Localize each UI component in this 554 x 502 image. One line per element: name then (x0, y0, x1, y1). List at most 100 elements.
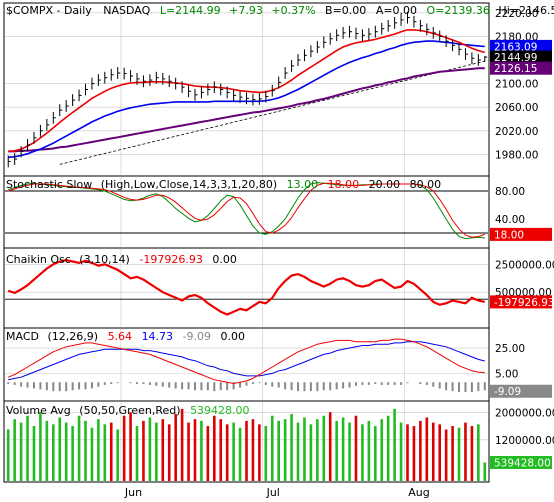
volume-bar (296, 422, 300, 481)
volume-bar (103, 424, 107, 481)
price-badge-bg (490, 50, 552, 64)
price-badge: 2126.15 (490, 61, 552, 75)
volume-bar (122, 415, 126, 481)
volume-bar (238, 427, 242, 481)
volume-bar (258, 424, 261, 481)
volume-bar (161, 419, 165, 481)
volume-bar (335, 420, 338, 481)
volume-bar (116, 429, 119, 481)
macd-axis-tick: 25.00 (495, 343, 525, 355)
stoch-badge-label: 18.00 (494, 229, 524, 241)
volume-bar (425, 417, 429, 481)
volume-bar (386, 415, 390, 481)
volume-bar (245, 420, 248, 481)
volume-bar (457, 427, 461, 481)
chaikin-header: Chaikin Osc (3,10,14) -197926.93 0.00 (6, 253, 237, 266)
header-ask: A=0.00 (376, 4, 417, 17)
volume-bar (232, 422, 235, 481)
volume-bar (187, 422, 190, 481)
header-symbol: $COMPX - Daily (6, 4, 92, 17)
volume-bar (412, 426, 416, 481)
volume-bar (193, 419, 197, 481)
volume-bar (444, 429, 448, 481)
volume-bar (155, 422, 158, 481)
volume-badge: 539428.00 (490, 455, 552, 469)
macd-badge-bg (490, 384, 552, 398)
chaikin-zero: 0.00 (212, 253, 237, 266)
x-tick-label: Jun (124, 486, 142, 499)
volume-bar (174, 414, 177, 481)
volume-bar (361, 424, 364, 481)
volume-bar (290, 414, 293, 481)
macd-value: 5.64 (108, 330, 133, 343)
volume-badge-bg (490, 455, 552, 469)
volume-bar (90, 427, 94, 481)
header-exchange: NASDAQ (103, 4, 150, 17)
volume-bar (206, 426, 210, 481)
volume-bar (77, 415, 81, 481)
header-pct: +0.37% (271, 4, 315, 17)
volume-bar (374, 426, 377, 481)
stoch-k-value: 13.00 (287, 178, 319, 191)
chaikin-badge-bg (490, 295, 552, 309)
volume-bar (380, 419, 384, 481)
volume-bar (13, 419, 16, 481)
volume-bar (45, 420, 49, 481)
volume-bar (19, 422, 23, 481)
volume-bar (97, 419, 100, 481)
price-badge-bg (490, 61, 552, 75)
ma-long-line (8, 67, 485, 153)
stoch-upper: 80.00 (410, 178, 442, 191)
stoch-params: (High,Low,Close,14,3,3,1,20,80) (101, 178, 277, 191)
price-header: $COMPX - Daily NASDAQ L=2144.99 +7.93 +0… (6, 4, 554, 17)
volume-bar (64, 422, 68, 481)
x-tick-label: Aug (408, 486, 429, 499)
volume-bar (477, 424, 480, 481)
volume-bar (84, 420, 87, 481)
chaikin-badge: -197926.93 (490, 295, 554, 309)
price-badge-bg (490, 39, 552, 53)
volume-badge-label: 539428.00 (494, 457, 551, 469)
macd-params: (12,26,9) (47, 330, 98, 343)
volume-bar (39, 412, 42, 481)
volume-bar (135, 426, 139, 481)
macd-axis-tick: 5.00 (495, 368, 518, 380)
volume-bar (451, 426, 454, 481)
chaikin-line (7, 258, 486, 316)
stoch-badge-bg (490, 227, 552, 241)
price-badge-label: 2163.09 (494, 41, 537, 53)
chaikin-params: (3,10,14) (79, 253, 130, 266)
macd-zero: 0.00 (221, 330, 246, 343)
stoch-title: Stochastic Slow (6, 178, 92, 191)
header-open: O=2139.36 (427, 4, 490, 17)
volume-bar (406, 424, 409, 481)
volume-bar (393, 408, 396, 481)
stoch-badge: 18.00 (490, 227, 552, 241)
volume-bar (58, 417, 62, 481)
volume-bar (464, 422, 467, 481)
price-axis-tick: 2100.00 (495, 79, 538, 91)
price-badge: 2163.09 (490, 39, 552, 53)
header-high: Hi=2146.58 (498, 4, 554, 17)
price-trendline (59, 60, 485, 165)
volume-bar (219, 419, 223, 481)
price-axis-tick: 2060.00 (495, 102, 538, 114)
price-axis-tick: 1980.00 (495, 149, 538, 161)
volume-bar (264, 426, 268, 481)
volume-header: Volume Avg (50,50,Green,Red) 539428.00 (6, 404, 250, 417)
volume-bar (483, 462, 487, 481)
volume-bar (251, 419, 255, 481)
volume-bar (71, 426, 74, 481)
volume-bar (322, 415, 326, 481)
volume-bar (32, 426, 36, 481)
chaikin-value: -197926.93 (139, 253, 202, 266)
volume-bar (180, 408, 184, 481)
volume-panel-frame (3, 400, 490, 483)
volume-bar (316, 419, 319, 481)
macd-signal-value: 14.73 (142, 330, 174, 343)
volume-bar (419, 420, 422, 481)
price-badge-label: 2144.99 (494, 52, 537, 64)
price-axis-tick: 2220.00 (495, 8, 538, 20)
volume-bar (129, 412, 132, 481)
ma-short-line (8, 29, 486, 153)
